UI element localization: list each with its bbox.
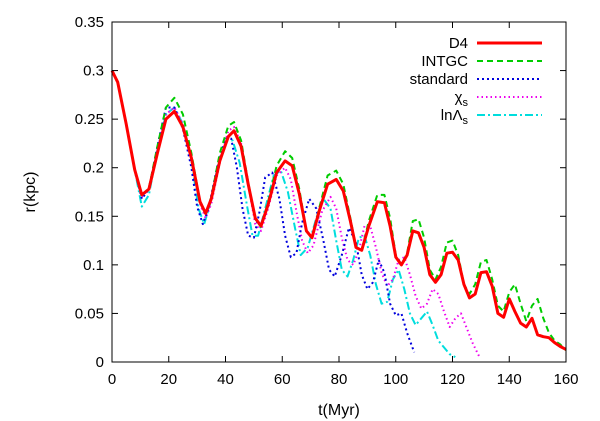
y-tick-label: 0.25 (75, 111, 104, 128)
legend-label-part: standard (410, 71, 468, 88)
legend-label: lnΛs (441, 107, 469, 127)
x-tick-label: 80 (331, 371, 348, 388)
x-tick-label: 160 (553, 371, 578, 388)
y-tick-label: 0.35 (75, 14, 104, 31)
legend-label-part: s (463, 115, 469, 127)
y-tick-label: 0.05 (75, 305, 104, 322)
legend-label-part: χ (455, 89, 463, 106)
y-tick-label: 0.2 (83, 160, 104, 177)
y-tick-label: 0.3 (83, 63, 104, 80)
legend-label: χs (455, 89, 469, 109)
x-axis-title: t(Myr) (318, 402, 360, 419)
x-tick-label: 100 (383, 371, 408, 388)
x-tick-label: 140 (497, 371, 522, 388)
series-layer (110, 69, 567, 358)
y-tick-label: 0.1 (83, 257, 104, 274)
series-line-0 (110, 69, 567, 351)
legend-label: standard (410, 71, 468, 88)
legend-label-part: s (463, 97, 469, 109)
x-tick-label: 60 (274, 371, 291, 388)
x-tick-label: 40 (217, 371, 234, 388)
legend-label: D4 (449, 35, 468, 52)
x-tick-label: 20 (160, 371, 177, 388)
legend-label-part: D4 (449, 35, 468, 52)
ticks-layer: 0 20 40 60 80 100 120 140 160 0 0.05 0.1 0.15 0.2 0.25… (75, 14, 579, 388)
series-line-4 (111, 70, 456, 358)
legend-label-part: lnΛ (441, 107, 463, 124)
x-tick-label: 120 (440, 371, 465, 388)
y-axis-title: r(kpc) (22, 172, 39, 213)
x-tick-label: 0 (108, 371, 116, 388)
legend-label-part: INTGC (421, 53, 468, 70)
y-tick-label: 0 (96, 354, 104, 371)
y-tick-label: 0.15 (75, 208, 104, 225)
legend-label: INTGC (421, 53, 468, 70)
series-line-2 (111, 70, 416, 353)
